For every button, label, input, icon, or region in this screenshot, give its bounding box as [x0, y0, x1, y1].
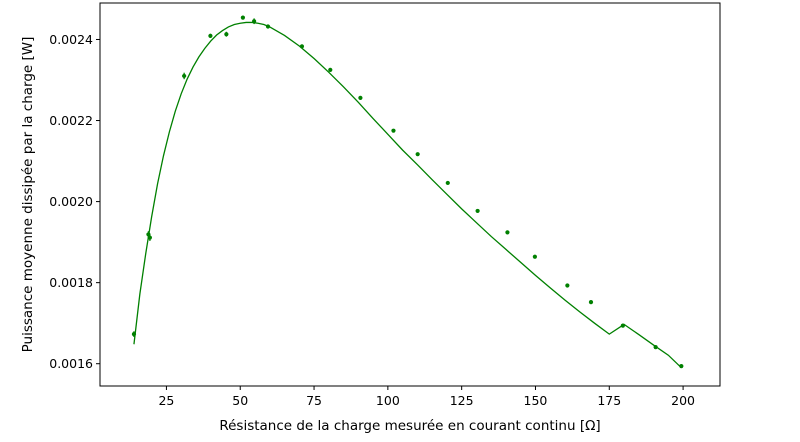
data-point	[265, 24, 271, 29]
data-marker	[147, 235, 152, 240]
data-marker	[208, 33, 213, 38]
data-point	[252, 18, 257, 25]
data-marker	[358, 95, 363, 100]
data-point	[679, 364, 684, 369]
data-marker	[679, 364, 684, 369]
x-tick-label: 200	[671, 393, 695, 408]
x-axis-label: Résistance de la charge mesurée en coura…	[219, 418, 600, 434]
y-tick-label: 0.0016	[49, 356, 93, 371]
y-tick-label: 0.0018	[49, 275, 93, 290]
data-marker	[532, 254, 537, 259]
data-point	[131, 331, 137, 337]
data-marker	[131, 332, 137, 337]
data-marker	[299, 44, 305, 49]
data-point	[620, 323, 625, 328]
data-point	[475, 208, 480, 214]
data-point	[224, 31, 229, 37]
data-point	[532, 254, 537, 259]
y-axis: 0.0016 0.0018 0.0020 0.0022 0.0024	[49, 32, 100, 371]
data-point	[299, 44, 305, 49]
data-marker	[445, 180, 450, 186]
y-axis-label: Puissance moyenne dissipée par la charge…	[20, 37, 36, 353]
data-point	[147, 234, 152, 241]
data-marker	[505, 230, 510, 235]
data-marker	[415, 152, 420, 157]
data-point	[588, 300, 594, 305]
x-tick-label: 25	[158, 393, 174, 408]
data-marker	[588, 300, 594, 305]
data-point	[208, 33, 213, 38]
data-point	[328, 67, 333, 72]
data-point	[391, 128, 396, 133]
plot-content	[131, 15, 684, 369]
data-marker	[620, 323, 625, 328]
x-tick-label: 50	[232, 393, 248, 408]
fit-curve	[133, 21, 681, 368]
data-point	[240, 15, 245, 20]
x-tick-label: 175	[597, 393, 621, 408]
data-point	[445, 180, 450, 186]
data-marker	[391, 128, 396, 133]
data-marker	[182, 73, 187, 79]
y-tick-label: 0.0022	[49, 113, 93, 128]
data-marker	[224, 32, 229, 37]
data-point	[358, 95, 363, 100]
data-marker	[240, 15, 245, 20]
data-point	[565, 283, 570, 288]
data-marker	[653, 344, 658, 350]
data-point	[415, 152, 420, 157]
y-tick-label: 0.0024	[49, 32, 93, 47]
x-tick-label: 150	[524, 393, 548, 408]
data-marker	[475, 208, 480, 214]
data-point	[182, 72, 187, 80]
x-axis: 25 50 75 100 125 150 175 200	[158, 386, 695, 408]
plot-frame	[99, 2, 721, 387]
data-marker	[265, 24, 271, 29]
x-tick-label: 125	[450, 393, 474, 408]
data-point	[505, 230, 510, 235]
data-marker	[252, 19, 257, 24]
x-tick-label: 75	[306, 393, 322, 408]
data-point	[653, 344, 658, 350]
data-marker	[328, 67, 333, 72]
data-marker	[565, 283, 570, 288]
x-tick-label: 100	[376, 393, 400, 408]
y-tick-label: 0.0020	[49, 194, 93, 209]
